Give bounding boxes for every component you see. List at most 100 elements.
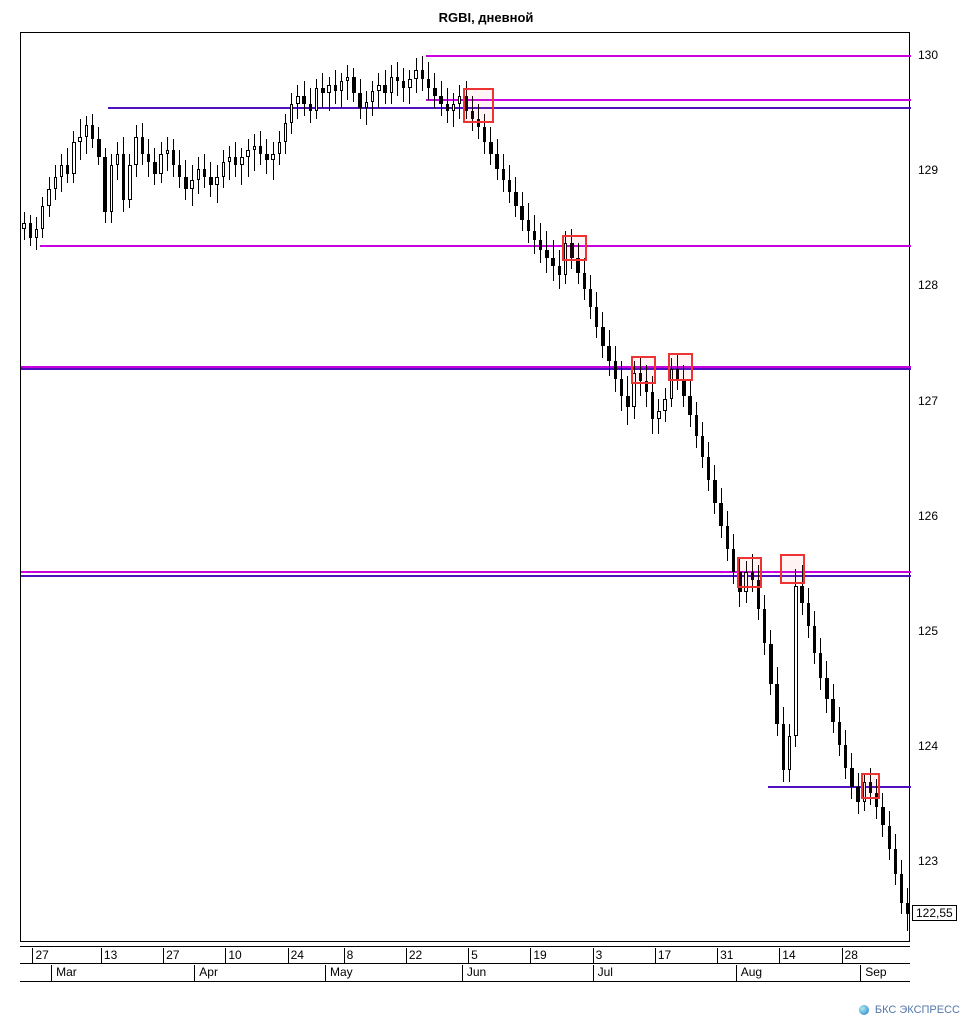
candle-body (427, 79, 430, 88)
candle-body (825, 678, 828, 699)
candle-body (315, 88, 318, 111)
candle-body (383, 85, 386, 93)
x-day-row: 2713271024822519317311428 (20, 946, 910, 964)
watermark-text: БКС ЭКСПРЕСС (875, 1004, 960, 1016)
candle-body (346, 77, 349, 82)
x-day-tick: 3 (593, 948, 603, 964)
x-day-tick: 5 (468, 948, 478, 964)
candle-body (551, 258, 554, 266)
candle-body (209, 177, 212, 185)
candle-body (215, 177, 218, 185)
candle-body (29, 223, 32, 238)
highlight-box (631, 356, 656, 385)
candle-body (141, 137, 144, 154)
y-tick: 129 (918, 163, 938, 177)
candle-body (371, 91, 374, 103)
candle-body (439, 96, 442, 104)
y-tick: 126 (918, 509, 938, 523)
chart-container: RGBI, дневной 12312412512612712812913012… (0, 0, 972, 1024)
candle-body (390, 77, 393, 93)
candle-body (533, 231, 536, 240)
y-tick: 124 (918, 739, 938, 753)
candle-body (663, 399, 666, 411)
candle-body (222, 162, 225, 177)
candle-body (844, 745, 847, 768)
highlight-box (562, 235, 587, 261)
candle-body (421, 70, 424, 79)
candle-body (190, 180, 193, 188)
candle-body (22, 223, 25, 229)
candle-wick (273, 142, 274, 180)
candle-body (850, 768, 853, 788)
candle-body (72, 142, 75, 173)
candle-body (302, 96, 305, 104)
y-tick: 128 (918, 278, 938, 292)
candle-body (452, 104, 455, 111)
candle-body (103, 157, 106, 211)
candle-body (695, 415, 698, 436)
candle-body (775, 684, 778, 724)
highlight-box (737, 557, 762, 588)
candle-wick (378, 73, 379, 108)
candle-body (800, 586, 803, 603)
candle-body (321, 88, 324, 93)
candle-body (85, 125, 88, 137)
x-month-row: MarAprMayJunJulAugSep (20, 964, 910, 982)
highlight-box (668, 353, 693, 381)
candle-body (502, 169, 505, 181)
y-tick: 127 (918, 394, 938, 408)
candle-body (203, 169, 206, 177)
candle-body (290, 104, 293, 122)
candle-body (520, 206, 523, 220)
candle-body (91, 125, 94, 139)
horizontal-level-line (40, 245, 911, 247)
candle-body (184, 177, 187, 189)
candle-body (446, 104, 449, 111)
candle-body (327, 85, 330, 93)
candle-body (514, 192, 517, 206)
candle-wick (248, 139, 249, 177)
candle-body (763, 609, 766, 644)
candle-body (246, 150, 249, 157)
candle-body (607, 346, 610, 361)
x-day-tick: 13 (101, 948, 117, 964)
highlight-box (463, 88, 494, 123)
x-month-tick: Jul (593, 965, 613, 981)
candle-body (116, 154, 119, 166)
x-month-tick: Mar (51, 965, 77, 981)
horizontal-level-line (108, 107, 911, 109)
x-axis: 2713271024822519317311428 MarAprMayJunJu… (20, 946, 910, 984)
x-day-tick: 24 (288, 948, 304, 964)
x-day-tick: 31 (717, 948, 733, 964)
x-day-tick: 22 (406, 948, 422, 964)
candle-body (888, 826, 891, 849)
candle-body (41, 206, 44, 229)
y-tick: 130 (918, 48, 938, 62)
plot-area[interactable] (20, 32, 910, 942)
candle-wick (229, 146, 230, 181)
candle-body (595, 307, 598, 327)
logo-orb-icon (859, 1005, 869, 1015)
x-month-tick: Apr (194, 965, 218, 981)
candle-body (66, 165, 69, 173)
candle-body (365, 102, 368, 108)
candle-body (278, 142, 281, 154)
candle-body (402, 81, 405, 88)
candle-body (495, 154, 498, 169)
candle-body (539, 240, 542, 249)
candle-body (147, 154, 150, 162)
candle-body (240, 157, 243, 165)
candle-body (838, 722, 841, 745)
candle-body (110, 165, 113, 211)
x-month-tick: May (325, 965, 353, 981)
candle-body (284, 123, 287, 143)
x-day-tick: 17 (655, 948, 671, 964)
candle-body (271, 154, 274, 160)
horizontal-level-line (21, 571, 911, 573)
horizontal-level-line (21, 575, 911, 577)
candle-body (732, 549, 735, 572)
horizontal-level-line (21, 368, 911, 370)
candle-body (259, 146, 262, 154)
horizontal-level-line (426, 55, 911, 57)
candle-body (527, 220, 530, 232)
